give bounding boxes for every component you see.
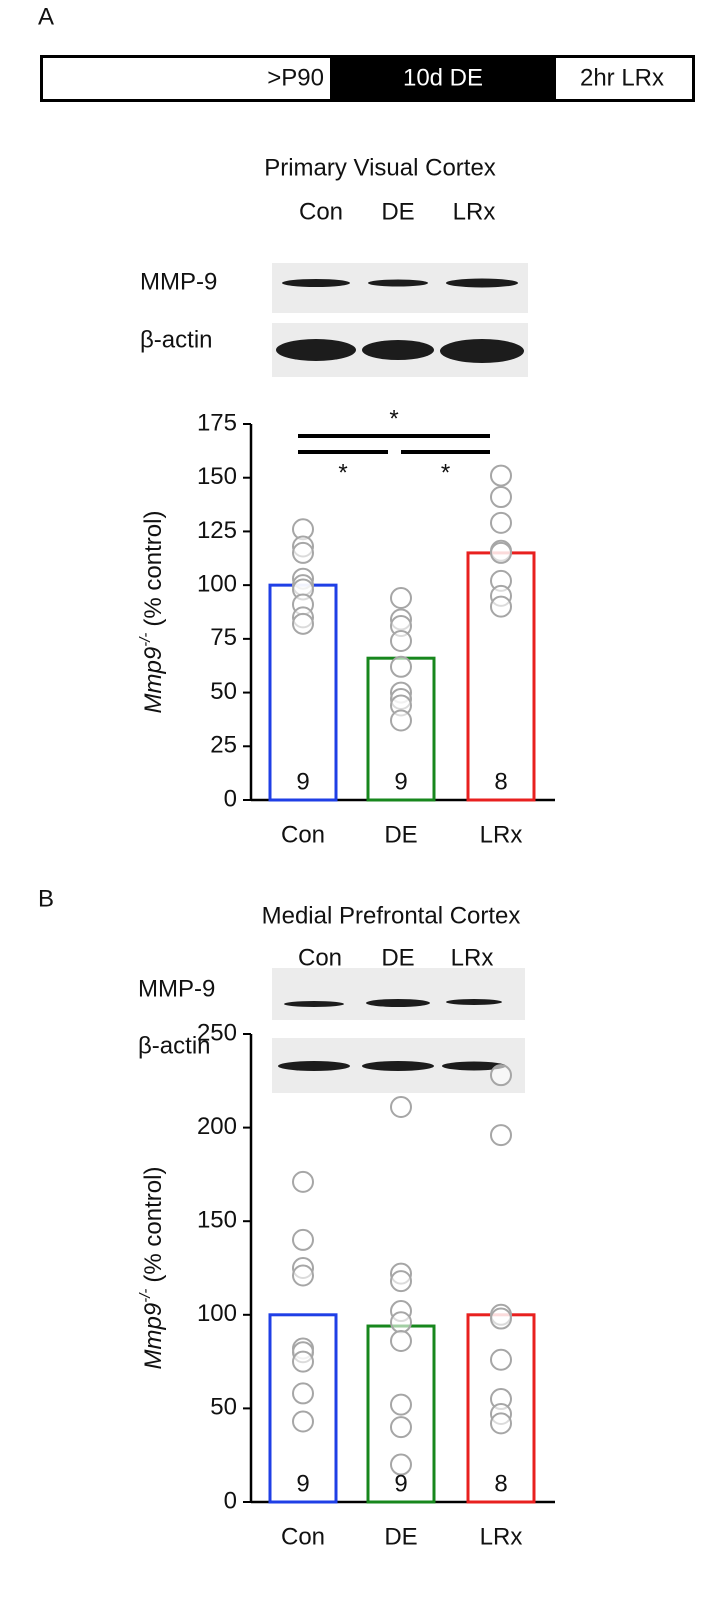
data-point xyxy=(390,1453,412,1476)
row-label: β-actin xyxy=(138,1032,211,1059)
data-point xyxy=(390,630,412,653)
panel-label: B xyxy=(38,885,54,912)
y-tick-label: 100 xyxy=(197,1300,237,1327)
y-tick-label: 50 xyxy=(210,678,237,705)
n-label: 9 xyxy=(394,768,407,795)
x-tick-label: LRx xyxy=(480,821,523,848)
y-tick-label: 100 xyxy=(197,570,237,597)
data-point xyxy=(292,1382,314,1405)
data-point xyxy=(292,1350,314,1373)
y-tick-label: 0 xyxy=(224,785,237,812)
n-label: 9 xyxy=(296,768,309,795)
x-tick-label: DE xyxy=(384,1523,417,1550)
data-point xyxy=(390,1416,412,1439)
y-tick-label: 75 xyxy=(210,624,237,651)
y-tick-label: 175 xyxy=(197,409,237,436)
y-tick-label: 150 xyxy=(197,463,237,490)
data-point xyxy=(490,464,512,487)
y-axis-label: Mmp9-/- (% control) xyxy=(137,511,167,714)
row-label: β-actin xyxy=(140,326,213,353)
n-label: 9 xyxy=(296,1470,309,1497)
lane-label: LRx xyxy=(453,198,496,225)
n-label: 8 xyxy=(494,768,507,795)
y-tick-label: 50 xyxy=(210,1394,237,1421)
data-point xyxy=(390,1330,412,1353)
data-point xyxy=(292,612,314,635)
data-point xyxy=(390,655,412,678)
timeline-label: 10d DE xyxy=(403,64,483,91)
n-label: 9 xyxy=(394,1470,407,1497)
y-label-superscript: -/- xyxy=(137,633,154,647)
data-point xyxy=(390,587,412,610)
data-point xyxy=(292,1264,314,1287)
y-tick-label: 150 xyxy=(197,1207,237,1234)
lane-label: Con xyxy=(298,944,342,971)
data-point xyxy=(490,595,512,618)
data-point xyxy=(390,1270,412,1293)
data-point xyxy=(490,1307,512,1330)
y-tick-label: 25 xyxy=(210,732,237,759)
significance-label: * xyxy=(441,459,450,486)
y-tick-label: 250 xyxy=(197,1019,237,1046)
data-point xyxy=(292,541,314,564)
x-tick-label: Con xyxy=(281,821,325,848)
blot-image xyxy=(272,263,528,377)
y-label-unit: (% control) xyxy=(140,1167,167,1283)
significance-label: * xyxy=(338,459,347,486)
y-label-gene: Mmp9 xyxy=(140,647,167,714)
y-tick-label: 125 xyxy=(197,517,237,544)
blot-title: Primary Visual Cortex xyxy=(264,154,496,181)
data-point xyxy=(490,511,512,534)
data-point xyxy=(390,709,412,732)
data-point xyxy=(490,541,512,564)
row-label: MMP-9 xyxy=(140,268,217,295)
blot-image xyxy=(272,968,525,1093)
x-tick-label: Con xyxy=(281,1523,325,1550)
panel-label: A xyxy=(38,3,54,30)
lane-label: LRx xyxy=(451,944,494,971)
blot-title: Medial Prefrontal Cortex xyxy=(262,902,521,929)
data-point xyxy=(390,1311,412,1334)
data-point xyxy=(490,1124,512,1147)
data-point xyxy=(390,1393,412,1416)
data-point xyxy=(292,1170,314,1193)
y-tick-label: 0 xyxy=(224,1487,237,1514)
x-tick-label: DE xyxy=(384,821,417,848)
lane-label: Con xyxy=(299,198,343,225)
significance-label: * xyxy=(389,405,398,432)
y-label-superscript: -/- xyxy=(137,1289,154,1303)
y-tick-label: 200 xyxy=(197,1113,237,1140)
data-point xyxy=(292,1228,314,1251)
y-label-gene: Mmp9 xyxy=(140,1303,167,1370)
y-label-unit: (% control) xyxy=(140,511,167,627)
data-point xyxy=(292,1410,314,1433)
data-point xyxy=(390,1096,412,1119)
data-point xyxy=(490,1064,512,1087)
x-tick-label: LRx xyxy=(480,1523,523,1550)
row-label: MMP-9 xyxy=(138,975,215,1002)
bar xyxy=(268,1313,338,1504)
n-label: 8 xyxy=(494,1470,507,1497)
timeline-label: 2hr LRx xyxy=(580,64,664,91)
data-point xyxy=(490,1348,512,1371)
lane-label: DE xyxy=(381,198,414,225)
timeline-segment xyxy=(330,56,556,101)
timeline-label: >P90 xyxy=(267,64,324,91)
lane-label: DE xyxy=(381,944,414,971)
data-point xyxy=(490,486,512,509)
y-axis-label: Mmp9-/- (% control) xyxy=(137,1167,167,1370)
data-point xyxy=(490,1412,512,1435)
